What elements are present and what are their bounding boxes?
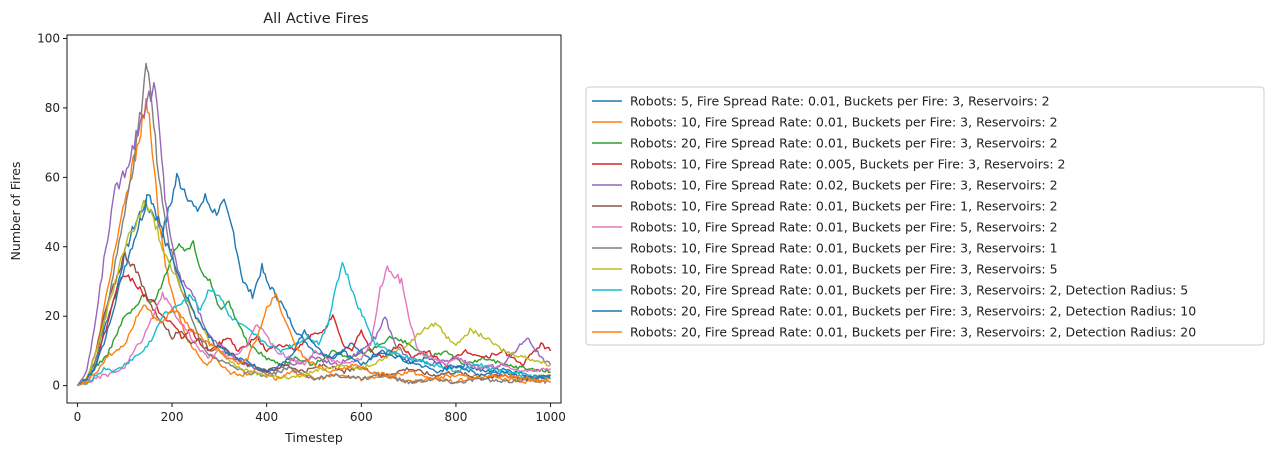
legend-entry-4: Robots: 10, Fire Spread Rate: 0.005, Buc… bbox=[630, 157, 1066, 172]
y-tick-label: 100 bbox=[37, 31, 60, 45]
chart-title: All Active Fires bbox=[263, 11, 368, 27]
y-tick-label: 80 bbox=[45, 101, 60, 115]
legend-entry-5: Robots: 10, Fire Spread Rate: 0.02, Buck… bbox=[630, 178, 1058, 193]
series-line-8 bbox=[77, 62, 551, 387]
series-line-9 bbox=[77, 199, 552, 387]
legend-entry-9: Robots: 10, Fire Spread Rate: 0.01, Buck… bbox=[630, 262, 1058, 277]
legend: Robots: 5, Fire Spread Rate: 0.01, Bucke… bbox=[585, 86, 1265, 346]
y-tick-label: 40 bbox=[45, 240, 60, 254]
legend-entry-1: Robots: 5, Fire Spread Rate: 0.01, Bucke… bbox=[630, 94, 1050, 109]
series-line-2 bbox=[77, 97, 551, 387]
x-tick-label: 600 bbox=[350, 410, 373, 424]
y-axis-label: Number of Fires bbox=[8, 161, 23, 260]
plot-frame bbox=[66, 34, 562, 404]
legend-entry-3: Robots: 20, Fire Spread Rate: 0.01, Buck… bbox=[630, 136, 1058, 151]
series-line-5 bbox=[76, 81, 552, 387]
legend-entry-6: Robots: 10, Fire Spread Rate: 0.01, Buck… bbox=[630, 199, 1058, 214]
series-line-7 bbox=[77, 265, 552, 387]
legend-entry-2: Robots: 10, Fire Spread Rate: 0.01, Buck… bbox=[630, 115, 1058, 130]
x-tick-label: 400 bbox=[255, 410, 278, 424]
x-tick-label: 0 bbox=[74, 410, 82, 424]
x-axis-label: Timestep bbox=[284, 430, 343, 445]
y-tick-label: 60 bbox=[45, 170, 60, 184]
y-axis: 0 20 40 60 80 100 bbox=[37, 31, 67, 393]
x-axis: 0 200 400 600 800 1000 bbox=[74, 403, 566, 424]
legend-entry-11: Robots: 20, Fire Spread Rate: 0.01, Buck… bbox=[630, 304, 1196, 319]
x-tick-label: 800 bbox=[445, 410, 468, 424]
series-line-10 bbox=[77, 261, 552, 387]
series-line-3 bbox=[77, 239, 551, 387]
legend-entry-8: Robots: 10, Fire Spread Rate: 0.01, Buck… bbox=[630, 241, 1058, 256]
legend-entry-12: Robots: 20, Fire Spread Rate: 0.01, Buck… bbox=[630, 325, 1196, 340]
series-line-4 bbox=[77, 274, 552, 387]
x-tick-label: 200 bbox=[161, 410, 184, 424]
legend-frame bbox=[585, 86, 1265, 346]
series-lines bbox=[76, 62, 552, 387]
legend-entry-7: Robots: 10, Fire Spread Rate: 0.01, Buck… bbox=[630, 220, 1058, 235]
x-tick-label: 1000 bbox=[535, 410, 566, 424]
y-tick-label: 0 bbox=[52, 379, 60, 393]
series-line-1 bbox=[77, 172, 551, 387]
legend-entry-10: Robots: 20, Fire Spread Rate: 0.01, Buck… bbox=[630, 283, 1188, 298]
series-line-12 bbox=[77, 292, 551, 387]
y-tick-label: 20 bbox=[45, 309, 60, 323]
series-line-11 bbox=[77, 194, 552, 387]
